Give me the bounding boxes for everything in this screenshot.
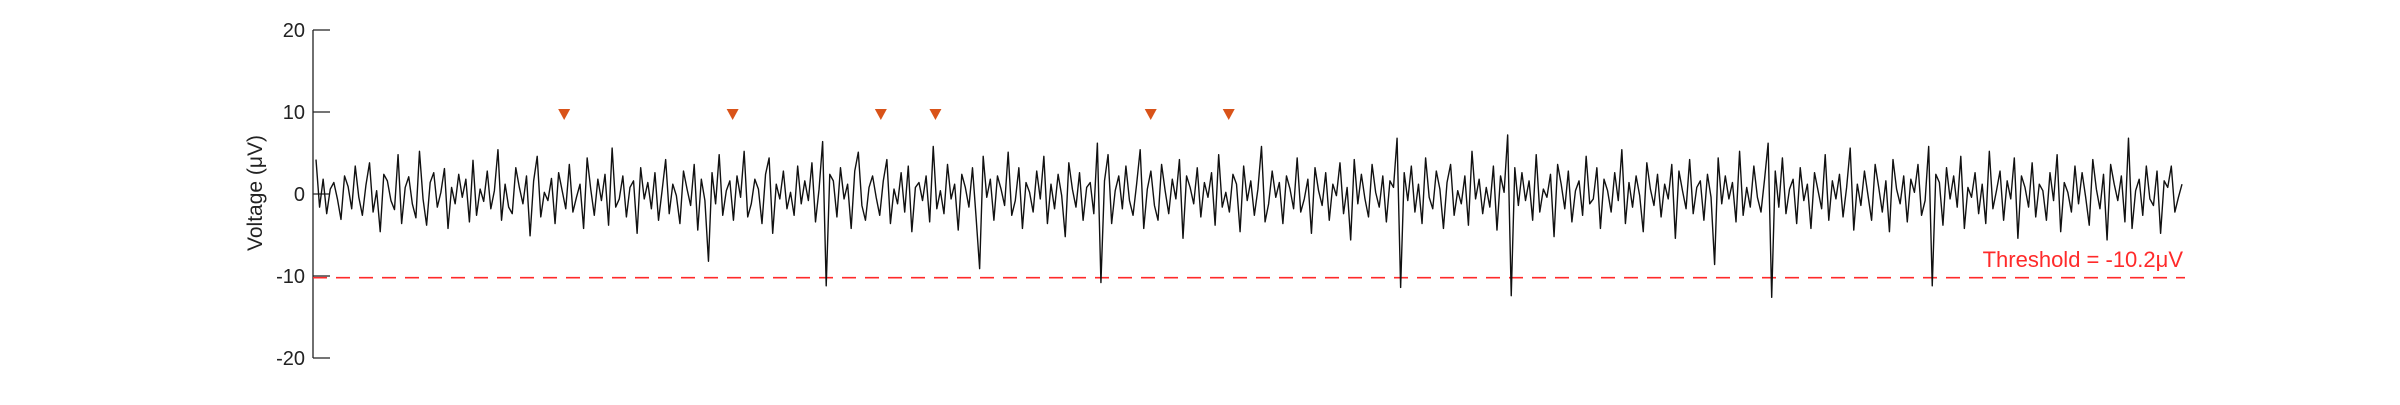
spike-marker [1222,109,1235,120]
y-tick-label: 0 [294,184,305,206]
spike-markers [558,109,1235,120]
spike-marker [726,109,739,120]
voltage-trace [315,134,2183,299]
spike-marker [1144,109,1157,120]
spike-marker [558,109,571,120]
threshold-label: Threshold = -10.2μV [1983,247,2184,272]
y-tick-label: 10 [283,102,305,124]
spike-marker [929,109,942,120]
y-axis-title: Voltage (μV) [244,135,267,251]
trace-group [315,134,2183,299]
y-tick-label: 20 [283,20,305,42]
y-axis: 20 10 0 -10 -20 [276,20,330,370]
y-tick-label: -10 [276,266,305,288]
y-tick-label: -20 [276,348,305,370]
spike-marker [874,109,887,120]
